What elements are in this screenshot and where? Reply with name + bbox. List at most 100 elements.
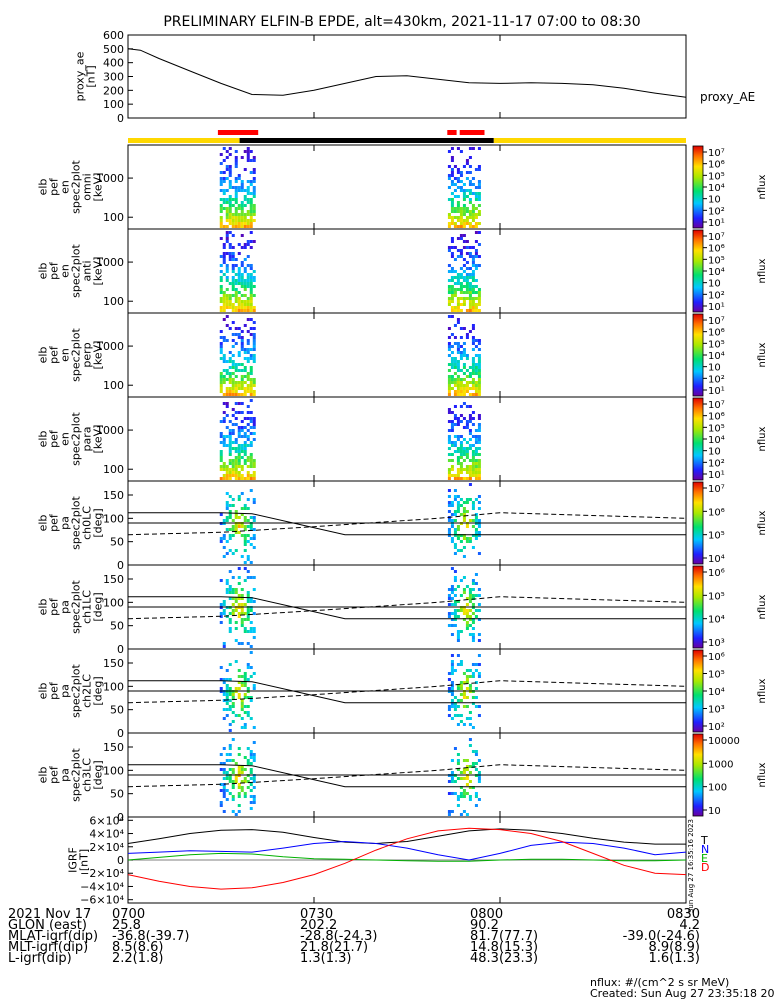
phase-night [240,138,494,143]
spectrogram-pixel [457,201,460,204]
spectrogram-pixel [220,309,223,312]
spectrogram-pixel [241,279,244,282]
spectrogram-pixel [451,210,454,213]
ylabel-line: [deg] [92,508,105,537]
colorbar-tick-label: 10² [708,290,725,301]
spectrogram-pixel [451,504,454,507]
spectrogram-pixel [220,255,223,258]
spectrogram-pixel [244,540,247,543]
spectrogram-pixel [451,423,454,426]
spectrogram-pixel [457,384,460,387]
spectrogram-pixel [247,219,250,222]
spectrogram-pixel [448,345,451,348]
spectrogram-pixel [229,420,232,423]
spectrogram-pixel [241,294,244,297]
spectrogram-pixel [238,810,241,813]
spectrogram-pixel [475,573,478,576]
spectrogram-pixel [469,519,472,522]
spectrogram-pixel [241,588,244,591]
spectrogram-pixel [460,303,463,306]
spectrogram-pixel [457,501,460,504]
spectrogram-pixel [232,306,235,309]
spectrogram-pixel [232,255,235,258]
spectrogram-pixel [463,189,466,192]
ylabel-line: [deg] [92,760,105,789]
spectrogram-pixel [478,204,481,207]
spectrogram-pixel [247,330,250,333]
spectrogram-pixel [454,780,457,783]
spectrogram-pixel [232,387,235,390]
spectrogram-pixel [478,375,481,378]
colorbar-tick-label: 10000 [708,736,740,747]
spectrogram-pixel [247,705,250,708]
spectrogram-pixel [238,213,241,216]
spectrogram-pixel [226,237,229,240]
y-tick-label: 50 [110,620,124,633]
spectrogram-pixel [463,768,466,771]
spectrogram-pixel [475,339,478,342]
spectrogram-pixel [229,438,232,441]
spectrogram-pixel [454,579,457,582]
spectrogram-pixel [241,555,244,558]
spectrogram-pixel [220,372,223,375]
spectrogram-pixel [472,336,475,339]
spectrogram-pixel [454,543,457,546]
spectrogram-pixel [241,201,244,204]
spectrogram-pixel [469,216,472,219]
spectrogram-pixel [463,183,466,186]
spectrogram-pixel [226,294,229,297]
spectrogram-pixel [466,375,469,378]
spectrogram-pixel [223,300,226,303]
spectrogram-pixel [448,165,451,168]
spectrogram-pixel [232,252,235,255]
spectrogram-pixel [454,276,457,279]
spectrogram-pixel [478,366,481,369]
ylabel-line: [keV] [92,257,105,286]
spectrogram-pixel [223,246,226,249]
spectrogram-pixel [472,435,475,438]
spectrogram-pixel [220,189,223,192]
spectrogram-pixel [232,414,235,417]
spectrogram-pixel [451,426,454,429]
spectrogram-pixel [226,708,229,711]
spectrogram-pixel [472,507,475,510]
spectrogram-pixel [241,507,244,510]
spectrogram-pixel [475,192,478,195]
spectrogram-pixel [250,240,253,243]
spectrogram-pixel [472,582,475,585]
spectrogram-pixel [466,357,469,360]
spectrogram-pixel [232,270,235,273]
spectrogram-pixel [469,540,472,543]
spectrogram-pixel [247,618,250,621]
colorbar-tick-label: 10⁳ [708,447,721,458]
spectrogram-pixel [463,705,466,708]
spectrogram-pixel [223,381,226,384]
spectrogram-pixel [220,180,223,183]
spectrogram-pixel [220,216,223,219]
spectrogram-pixel [475,255,478,258]
spectrogram-pixel [226,393,229,396]
spectrogram-pixel [247,558,250,561]
spectrogram-pixel [226,507,229,510]
spectrogram-pixel [454,405,457,408]
spectrogram-pixel [472,465,475,468]
spectrogram-pixel [460,504,463,507]
spectrogram-pixel [475,213,478,216]
spectrogram-pixel [226,264,229,267]
spectrogram-pixel [253,159,256,162]
spectrogram-pixel [229,381,232,384]
spectrogram-pixel [454,708,457,711]
spectrogram-frame [128,313,686,397]
spectrogram-pixel [226,213,229,216]
spectrogram-pixel [253,741,256,744]
spectrogram-pixel [235,450,238,453]
spectrogram-data [220,399,481,480]
spectrogram-pixel [232,603,235,606]
spectrogram-pixel [463,204,466,207]
spectrogram-pixel [238,402,241,405]
spectrogram-pixel [235,309,238,312]
spectrogram-pixel [454,513,457,516]
spectrogram-pixel [463,210,466,213]
colorbar-tick-label: 10⁷ [708,232,725,243]
colorbar-tick-label: 10⁳ [708,195,721,206]
